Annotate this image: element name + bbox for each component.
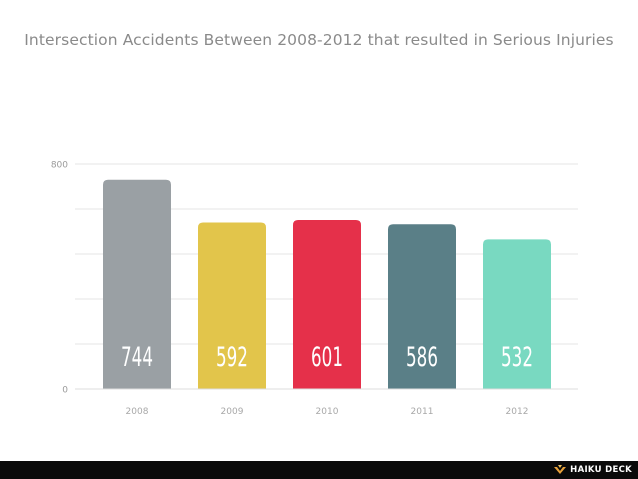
data-label-2012: 532 — [501, 342, 533, 373]
data-label-2010: 601 — [311, 342, 343, 373]
x-tick-label: 2008 — [126, 407, 149, 417]
data-label-2011: 586 — [406, 342, 438, 373]
x-tick-label: 2012 — [506, 407, 529, 417]
y-tick-label: 0 — [62, 386, 68, 396]
bar-2010 — [293, 219, 361, 389]
bar-2012 — [483, 239, 551, 389]
brand-label: HAIKU DECK — [570, 465, 632, 475]
data-label-2009: 592 — [216, 342, 248, 373]
bar-2011 — [388, 224, 456, 389]
x-tick-label: 2009 — [221, 407, 244, 417]
chart-title: Intersection Accidents Between 2008-2012… — [24, 31, 614, 49]
y-tick-label: 800 — [51, 161, 68, 171]
x-tick-label: 2011 — [411, 407, 434, 417]
footer-bar: HAIKU DECK — [0, 461, 638, 479]
x-tick-label: 2010 — [316, 407, 339, 417]
data-label-2008: 744 — [121, 342, 153, 373]
brand[interactable]: HAIKU DECK — [554, 463, 632, 477]
bar-2008 — [103, 179, 171, 389]
bar-2009 — [198, 222, 266, 389]
haiku-deck-logo-icon — [554, 465, 567, 474]
